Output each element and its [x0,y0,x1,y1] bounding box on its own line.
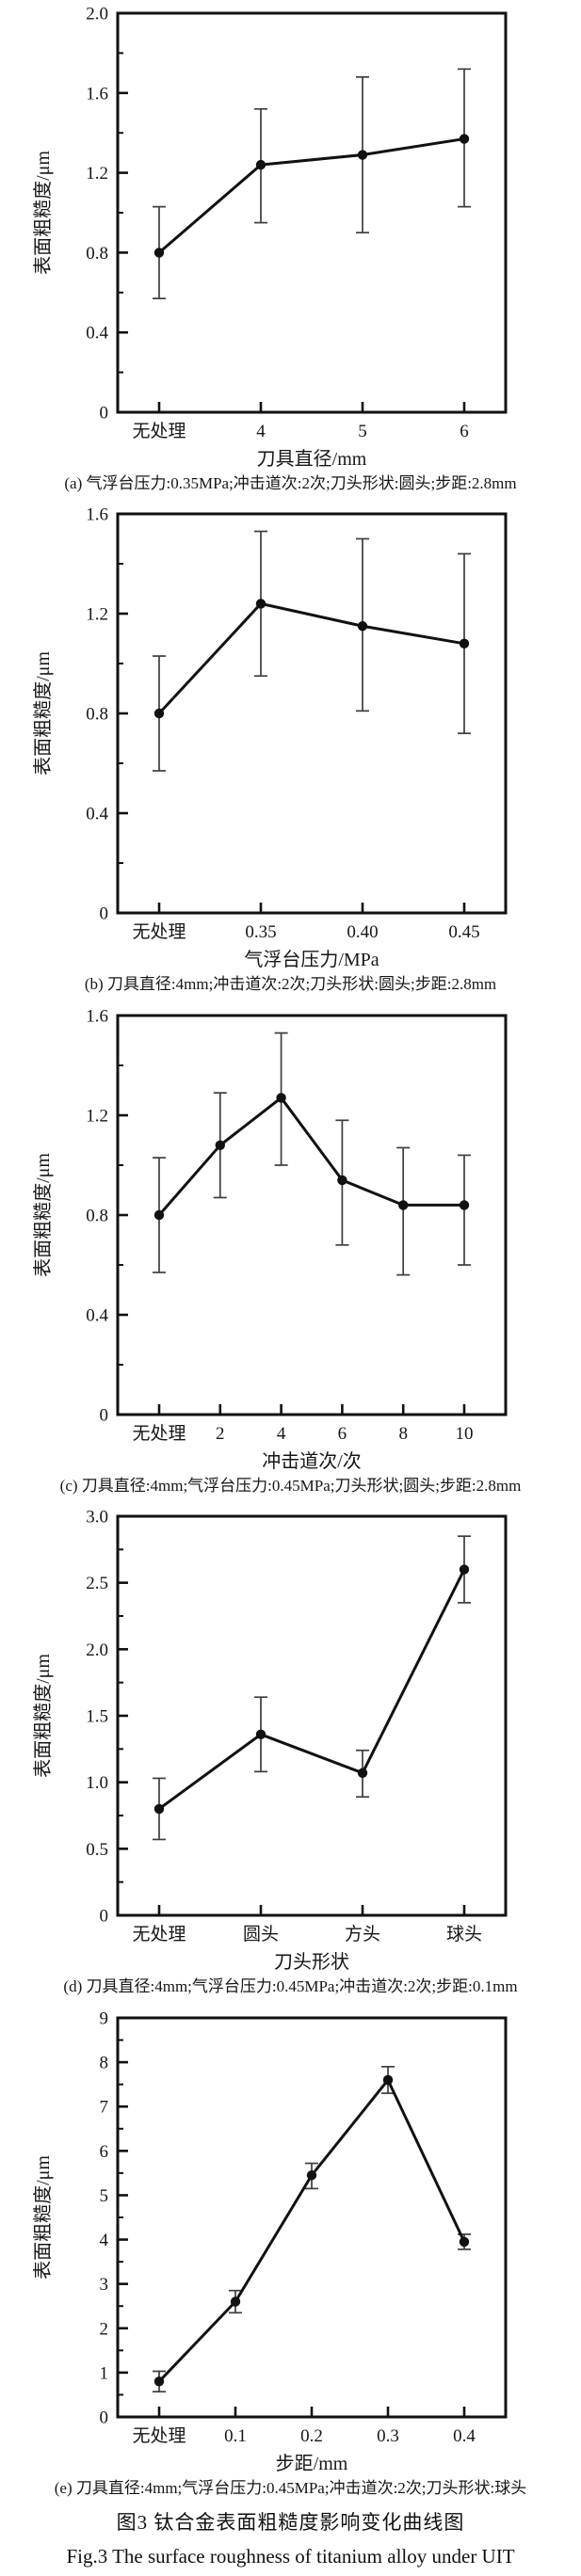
svg-text:0.4: 0.4 [86,805,108,824]
svg-text:2.5: 2.5 [86,1574,108,1593]
svg-text:冲击道次/次: 冲击道次/次 [262,1450,362,1472]
svg-text:3: 3 [100,2275,109,2295]
svg-text:无处理: 无处理 [132,2425,186,2446]
svg-text:气浮台压力/MPa: 气浮台压力/MPa [244,949,379,970]
svg-text:7: 7 [100,2097,109,2117]
chart-b-caption: (b) 刀具直径:4mm;冲击道次:2次;刀头形状:圆头;步距:2.8mm [84,975,497,994]
svg-text:0.8: 0.8 [86,244,108,264]
svg-text:0: 0 [100,2408,109,2427]
svg-text:表面粗糙度/μm: 表面粗糙度/μm [32,651,54,776]
svg-text:9: 9 [100,2008,109,2028]
svg-text:1.0: 1.0 [86,1773,108,1793]
svg-text:0.4: 0.4 [86,324,108,344]
svg-text:0.35: 0.35 [245,922,276,942]
svg-text:0.2: 0.2 [300,2426,323,2446]
svg-text:表面粗糙度/μm: 表面粗糙度/μm [32,2154,54,2279]
svg-text:0: 0 [100,404,109,424]
svg-text:4: 4 [256,422,266,441]
svg-text:6: 6 [460,422,469,441]
svg-text:球头: 球头 [446,1924,482,1944]
svg-text:0.8: 0.8 [86,1206,108,1225]
svg-text:0.4: 0.4 [453,2426,476,2446]
svg-text:0: 0 [100,1907,109,1927]
chart-b: 0 0.4 0.8 1.2 1.6 无处理 0.35 0.40 0.45 气浮台压力/MPa 表面粗… [0,503,581,994]
svg-text:表面粗糙度/μm: 表面粗糙度/μm [32,1654,54,1778]
figure-caption-cn: 图3 钛合金表面粗糙度影响变化曲线图 [116,2510,465,2534]
svg-text:0.45: 0.45 [448,922,479,942]
svg-text:5: 5 [100,2186,109,2206]
chart-e-plot: 0 1 2 3 4 5 6 7 8 9 无处理 0.1 0.2 0.3 0.4 步距/mm 表面粗糙度/μm [32,2008,508,2474]
svg-text:表面粗糙度/μm: 表面粗糙度/μm [32,1152,54,1276]
svg-text:4: 4 [277,1424,286,1444]
chart-c-plot: 0 0.4 0.8 1.2 1.6 无处理 2 4 6 8 10 冲击道次/次 表面粗糙度/μm [32,1006,508,1472]
svg-text:1: 1 [100,2363,109,2383]
svg-text:表面粗糙度/μm: 表面粗糙度/μm [32,151,54,275]
svg-text:无处理: 无处理 [132,1924,186,1944]
chart-a: 0 0.4 0.8 1.2 1.6 2.0 无处理 4 5 6 刀具直径/mm 表面粗糙度/μm (a… [0,2,581,493]
svg-text:0: 0 [100,904,109,924]
chart-c: 0 0.4 0.8 1.2 1.6 无处理 2 4 6 8 10 冲击道次/次 表面粗糙度/μm (c)… [0,1004,581,1496]
svg-text:8: 8 [100,2053,109,2072]
svg-text:5: 5 [358,422,367,441]
svg-text:6: 6 [338,1424,347,1444]
svg-text:6: 6 [100,2141,109,2161]
svg-text:步距/mm: 步距/mm [276,2453,348,2474]
chart-e: 0 1 2 3 4 5 6 7 8 9 无处理 0.1 0.2 0.3 0.4 步距/mm 表面粗糙度/μm (… [0,2007,581,2498]
svg-text:2.0: 2.0 [86,5,108,24]
svg-text:1.2: 1.2 [86,605,108,625]
svg-text:0.4: 0.4 [86,1305,108,1325]
chart-a-plot: 0 0.4 0.8 1.2 1.6 2.0 无处理 4 5 6 刀具直径/mm 表面粗糙度/μm [32,5,508,470]
figure-footer: 图3 钛合金表面粗糙度影响变化曲线图 Fig.3 The surface rou… [0,2507,581,2568]
svg-text:2: 2 [100,2319,109,2339]
svg-text:1.6: 1.6 [86,1006,108,1026]
svg-text:0.40: 0.40 [347,922,378,942]
svg-text:2.0: 2.0 [86,1640,108,1660]
svg-text:1.6: 1.6 [86,505,108,525]
figure-caption-en: Fig.3 The surface roughness of titanium … [66,2544,515,2568]
svg-text:1.6: 1.6 [86,84,108,104]
svg-text:8: 8 [398,1424,408,1444]
svg-text:0.5: 0.5 [86,1840,108,1860]
svg-text:4: 4 [100,2231,109,2250]
chart-d-caption: (d) 刀具直径:4mm;气浮台压力:0.45MPa;冲击道次:2次;步距:0.… [63,1977,518,1996]
chart-a-caption: (a) 气浮台压力:0.35MPa;冲击道次:2次;刀头形状:圆头;步距:2.8… [64,474,517,492]
svg-text:0.3: 0.3 [377,2426,399,2446]
chart-d: 0 0.5 1.0 1.5 2.0 2.5 3.0 无处理 圆头 方头 球头刀头形状 表面粗糙度/μm… [0,1505,581,1996]
svg-text:10: 10 [456,1424,474,1444]
chart-b-plot: 0 0.4 0.8 1.2 1.6 无处理 0.35 0.40 0.45 气浮台压力/MPa 表面粗… [32,505,508,970]
svg-text:0: 0 [100,1405,109,1425]
svg-text:刀具直径/mm: 刀具直径/mm [257,448,367,470]
svg-text:无处理: 无处理 [132,1423,186,1444]
svg-text:1.2: 1.2 [86,164,108,184]
svg-text:1.2: 1.2 [86,1106,108,1126]
svg-text:0.1: 0.1 [224,2426,247,2446]
svg-text:方头: 方头 [345,1924,380,1944]
chart-c-caption: (c) 刀具直径:4mm;气浮台压力:0.45MPa;刀头形状;圆头;步距:2.… [59,1476,522,1495]
svg-text:无处理: 无处理 [132,421,186,441]
svg-text:无处理: 无处理 [132,921,186,942]
svg-text:刀头形状: 刀头形状 [274,1951,349,1973]
svg-text:3.0: 3.0 [86,1508,108,1528]
svg-text:2: 2 [216,1424,225,1444]
chart-e-caption: (e) 刀具直径:4mm;气浮台压力:0.45MPa;冲击道次:2次;刀头形状:… [54,2478,527,2497]
svg-text:1.5: 1.5 [86,1707,108,1727]
svg-text:圆头: 圆头 [243,1924,279,1944]
svg-text:0.8: 0.8 [86,705,108,725]
